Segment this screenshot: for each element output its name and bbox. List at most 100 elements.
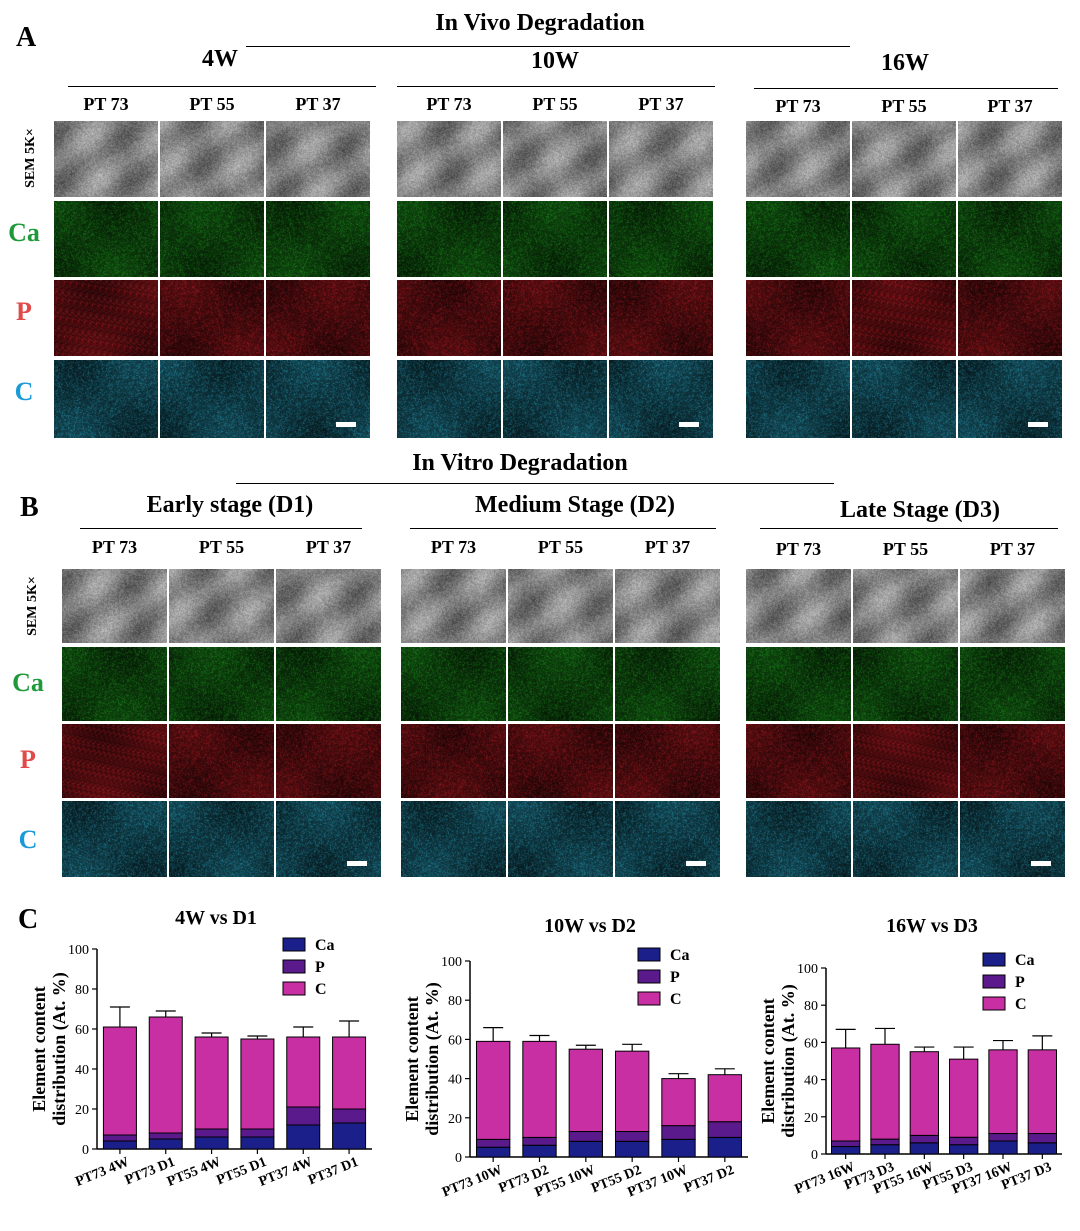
- panel-a-col-label-2-1: PT 55: [881, 96, 927, 116]
- panel-b-sem-tile: [960, 569, 1065, 643]
- panel-a-p-tile: [503, 280, 607, 356]
- panel-b-col-label-0-1: PT 55: [198, 537, 245, 557]
- x-tick-label: PT73 10W: [440, 1163, 504, 1201]
- panel-a-col-label-0-1: PT 55: [189, 94, 235, 114]
- panel-b-ca-tile: [615, 647, 720, 721]
- x-tick-label: PT37 4W: [257, 1155, 315, 1190]
- panel-b-c-tile: [746, 801, 851, 877]
- bar-p: [909, 1134, 939, 1144]
- panel-a-group-10w: 10W: [531, 48, 579, 74]
- chart-title: 4W vs D1: [175, 907, 257, 929]
- bar-ca: [707, 1136, 743, 1158]
- panel-a-col-label-1-0: PT 73: [426, 94, 472, 114]
- panel-b-sem-tile: [853, 569, 958, 643]
- panel-a-title-rule: [246, 46, 850, 47]
- panel-b-col-label-2-0: PT 73: [775, 539, 822, 559]
- bar-ca: [102, 1140, 137, 1150]
- legend-label: Ca: [670, 947, 690, 964]
- panel-b-scale-bar: [1031, 861, 1051, 866]
- bar-p: [831, 1140, 861, 1148]
- panel-a-p-tile: [54, 280, 158, 356]
- bar-c: [988, 1049, 1018, 1135]
- legend-label: P: [670, 969, 680, 986]
- legend-swatch: [982, 974, 1006, 989]
- bar-p: [475, 1138, 511, 1148]
- panel-b-ca-tile: [276, 647, 381, 721]
- legend-swatch: [637, 947, 661, 962]
- panel-a-group-4w: 4W: [202, 46, 238, 72]
- bar-p: [286, 1106, 321, 1126]
- panel-a-c-tile: [852, 360, 956, 438]
- bar-c: [194, 1036, 229, 1130]
- y-tick-label: 0: [455, 1151, 462, 1166]
- bar-c: [148, 1016, 183, 1134]
- panel-b-c-tile: [401, 801, 506, 877]
- panel-b-rule-d3: [760, 528, 1058, 529]
- y-tick-label: 60: [75, 1023, 89, 1038]
- y-tick-label: 60: [448, 1033, 462, 1048]
- bar-c: [240, 1038, 275, 1130]
- panel-a-p-tile: [609, 280, 713, 356]
- panel-b-sem-tile: [401, 569, 506, 643]
- panel-b-col-label-2-2: PT 37: [989, 539, 1036, 559]
- bar-p: [661, 1125, 696, 1140]
- panel-b-ca-tile: [401, 647, 506, 721]
- panel-b-ca-tile: [960, 647, 1065, 721]
- panel-a-rule-16w: [754, 88, 1058, 89]
- bar-p: [949, 1136, 979, 1146]
- panel-a-scale-bar: [336, 422, 356, 427]
- panel-a-ca-label: Ca: [8, 218, 40, 247]
- panel-b-col-label-2-1: PT 55: [882, 539, 929, 559]
- bar-c: [831, 1047, 861, 1142]
- bar-ca: [332, 1122, 367, 1150]
- panel-a-sem-tile: [503, 121, 607, 197]
- bar-p: [102, 1134, 137, 1142]
- x-tick-label: PT73 4W: [74, 1155, 132, 1190]
- panel-a-ca-tile: [746, 201, 850, 277]
- panel-a-p-tile: [746, 280, 850, 356]
- panel-a-p-tile: [160, 280, 264, 356]
- y-axis-label: distribution (At. %): [49, 972, 70, 1126]
- x-tick-label: PT37 D2: [682, 1163, 736, 1197]
- bar-p: [614, 1131, 650, 1142]
- panel-a-p-tile: [397, 280, 501, 356]
- bar-c: [286, 1036, 321, 1108]
- panel-b-title-rule: [236, 483, 834, 484]
- panel-b-col-label-1-2: PT 37: [644, 537, 691, 557]
- legend-label: Ca: [315, 937, 335, 954]
- panel-c-letter: C: [18, 904, 39, 935]
- panel-a-ca-tile: [266, 201, 370, 277]
- legend-label: C: [315, 981, 327, 998]
- panel-a-title: In Vivo Degradation: [435, 10, 645, 36]
- panel-b-p-tile: [169, 724, 274, 798]
- panel-b-title: In Vitro Degradation: [412, 450, 628, 476]
- panel-a-group-16w: 16W: [881, 50, 929, 76]
- panel-a-sem-tile: [852, 121, 956, 197]
- y-axis-label: Element content: [29, 986, 49, 1111]
- panel-b-ca-tile: [746, 647, 851, 721]
- panel-b-group-d1: Early stage (D1): [146, 492, 314, 518]
- panel-b-sem-tile: [615, 569, 720, 643]
- panel-a-ca-tile: [54, 201, 158, 277]
- panel-b-p-tile: [853, 724, 958, 798]
- bar-c: [332, 1036, 367, 1110]
- y-tick-label: 100: [797, 962, 818, 977]
- panel-a-ca-tile: [958, 201, 1062, 277]
- y-tick-label: 60: [804, 1036, 818, 1051]
- y-axis-label: distribution (At. %): [422, 982, 443, 1136]
- panel-a-ca-tile: [397, 201, 501, 277]
- panel-b-letter: B: [20, 492, 39, 523]
- panel-a-sem-tile: [609, 121, 713, 197]
- panel-a-sem-label: SEM 5K×: [23, 128, 38, 188]
- panel-a-sem-tile: [397, 121, 501, 197]
- bar-c: [949, 1058, 979, 1138]
- panel-b-p-tile: [960, 724, 1065, 798]
- bar-ca: [831, 1146, 861, 1155]
- panel-a-c-label: C: [14, 377, 34, 406]
- y-tick-label: 80: [448, 994, 462, 1009]
- bar-ca: [286, 1124, 321, 1150]
- legend-swatch: [282, 959, 306, 974]
- panel-a-rule-4w: [68, 86, 376, 87]
- panel-a-letter: A: [16, 22, 37, 53]
